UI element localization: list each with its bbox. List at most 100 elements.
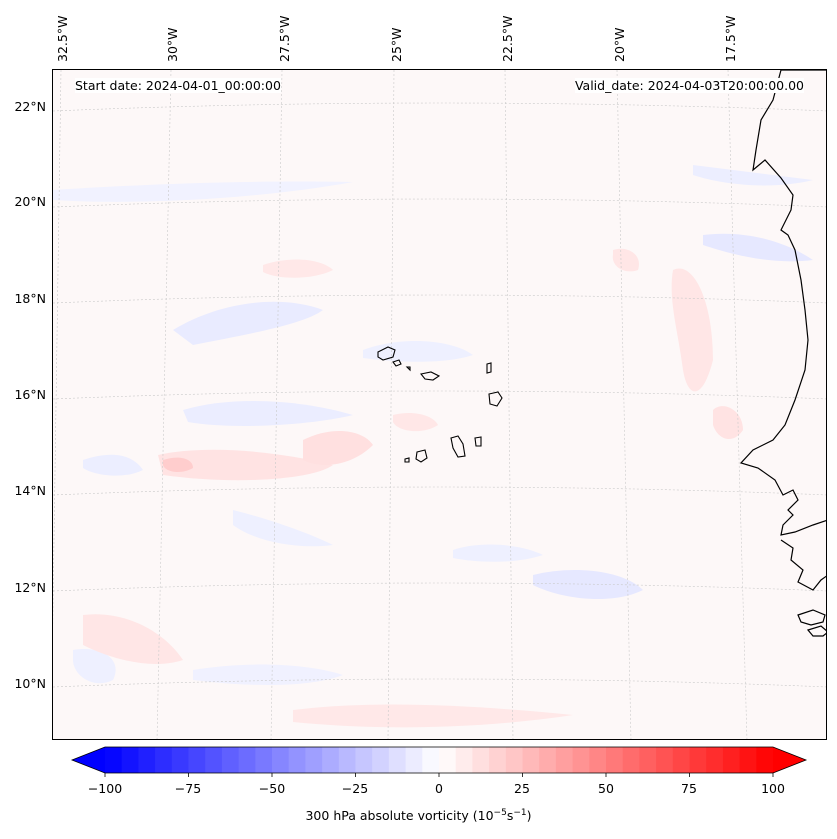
colorbar-cell [205, 747, 223, 773]
colorbar-tick-label: −100 [87, 781, 123, 796]
lat-label-14n: 14°N [14, 483, 46, 498]
colorbar-extend-min [72, 747, 105, 773]
blue-patch [453, 544, 543, 562]
colorbar-cell [622, 747, 640, 773]
colorbar-cell [388, 747, 407, 773]
red-patch [612, 248, 639, 272]
colorbar-cell [405, 747, 423, 773]
red-patch [713, 406, 743, 440]
island-maio [474, 436, 482, 447]
colorbar-cell [489, 747, 507, 773]
colorbar-extend-max [773, 747, 806, 773]
colorbar-tick-marks [104, 773, 774, 777]
blue-patch [363, 340, 473, 362]
colorbar-cell [539, 747, 557, 773]
colorbar-cell [138, 747, 156, 773]
colorbar-cell [439, 747, 457, 773]
coastline-bissau [797, 609, 826, 626]
blue-patch [53, 181, 353, 202]
colorbar-cell [572, 747, 590, 773]
colorbar-tick-label: 100 [761, 781, 785, 796]
coastline-bissau-islands [806, 625, 826, 637]
red-patch [83, 614, 183, 665]
colorbar-cell [238, 747, 256, 773]
colorbar-cell [589, 747, 607, 773]
blue-patch [83, 454, 143, 476]
colorbar-cell [105, 747, 123, 773]
lat-label-20n: 20°N [14, 194, 46, 209]
island-brava [404, 457, 410, 463]
red-patch [293, 704, 573, 728]
colorbar-cell [272, 747, 290, 773]
blue-patch [533, 570, 643, 600]
red-patch [303, 430, 373, 465]
blue-patch [73, 649, 116, 684]
colorbar-label-mid: s [506, 808, 514, 824]
colorbar-cell [706, 747, 724, 773]
coastline-africa [739, 70, 826, 536]
graticule-parallel [53, 486, 826, 496]
blue-patch [233, 510, 333, 547]
colorbar-tick-label: 75 [681, 781, 697, 796]
colorbar-cell [722, 747, 741, 773]
graticule-parallel [53, 102, 826, 112]
coastline [739, 70, 826, 637]
blue-patch [173, 301, 323, 345]
colorbar-cell [322, 747, 340, 773]
colorbar-cell [455, 747, 473, 773]
colorbar-cell [672, 747, 690, 773]
red-patch [671, 268, 713, 392]
colorbar-cell [155, 747, 173, 773]
colorbar-cell [121, 747, 139, 773]
colorbar-cell [305, 747, 323, 773]
colorbar-label-suffix: ) [526, 808, 532, 824]
colorbar-cell [656, 747, 674, 773]
graticule-parallel [53, 678, 826, 688]
graticule-parallel [53, 390, 826, 400]
lat-label-10n: 10°N [14, 676, 46, 691]
coastline-africa-south [780, 539, 826, 591]
colorbar-label-exp1: −5 [493, 808, 507, 818]
graticule-parallel [53, 198, 826, 208]
red-patch [263, 259, 333, 278]
vorticity-patches [53, 165, 813, 728]
colorbar-cell [522, 747, 540, 773]
field-background [53, 70, 826, 739]
lat-label-18n: 18°N [14, 291, 46, 306]
colorbar-cell [472, 747, 490, 773]
colorbar-cell [288, 747, 306, 773]
colorbar-tick-label: 50 [598, 781, 614, 796]
vorticity-field [53, 70, 826, 739]
colorbar-cell [221, 747, 240, 773]
red-patch [158, 449, 333, 481]
red-patch [163, 457, 193, 472]
island-santiago [450, 435, 466, 458]
map-panel: Start date: 2024-04-01_00:00:00 Valid_da… [52, 69, 827, 740]
lat-label-12n: 12°N [14, 580, 46, 595]
start-date-label: Start date: 2024-04-01_00:00:00 [75, 78, 281, 93]
colorbar-tick-label: −25 [341, 781, 369, 796]
island-boa-vista [488, 391, 503, 407]
colorbar-label-exp2: −1 [513, 808, 527, 818]
island-sal [486, 362, 492, 374]
island-sao-nicolau [420, 371, 441, 381]
island-sao-vicente [392, 359, 402, 367]
colorbar-cell [689, 747, 707, 773]
blue-patch [703, 233, 813, 262]
colorbar-tick-label: 25 [514, 781, 530, 796]
valid-date-label: Valid_date: 2024-04-03T20:00:00.00 [574, 78, 804, 93]
graticule-parallel [53, 294, 826, 304]
colorbar-cell [171, 747, 189, 773]
island-santo-antao [377, 346, 396, 361]
blue-patch [183, 400, 353, 426]
lat-label-16n: 16°N [14, 387, 46, 402]
colorbar-tick-label: −75 [174, 781, 202, 796]
cape-verde-islands [377, 346, 503, 463]
colorbar-cells [72, 747, 806, 773]
colorbar-cell [355, 747, 373, 773]
colorbar-cell [255, 747, 273, 773]
colorbar-cell [739, 747, 757, 773]
colorbar-tick-label: 0 [435, 781, 443, 796]
colorbar-cell [505, 747, 523, 773]
